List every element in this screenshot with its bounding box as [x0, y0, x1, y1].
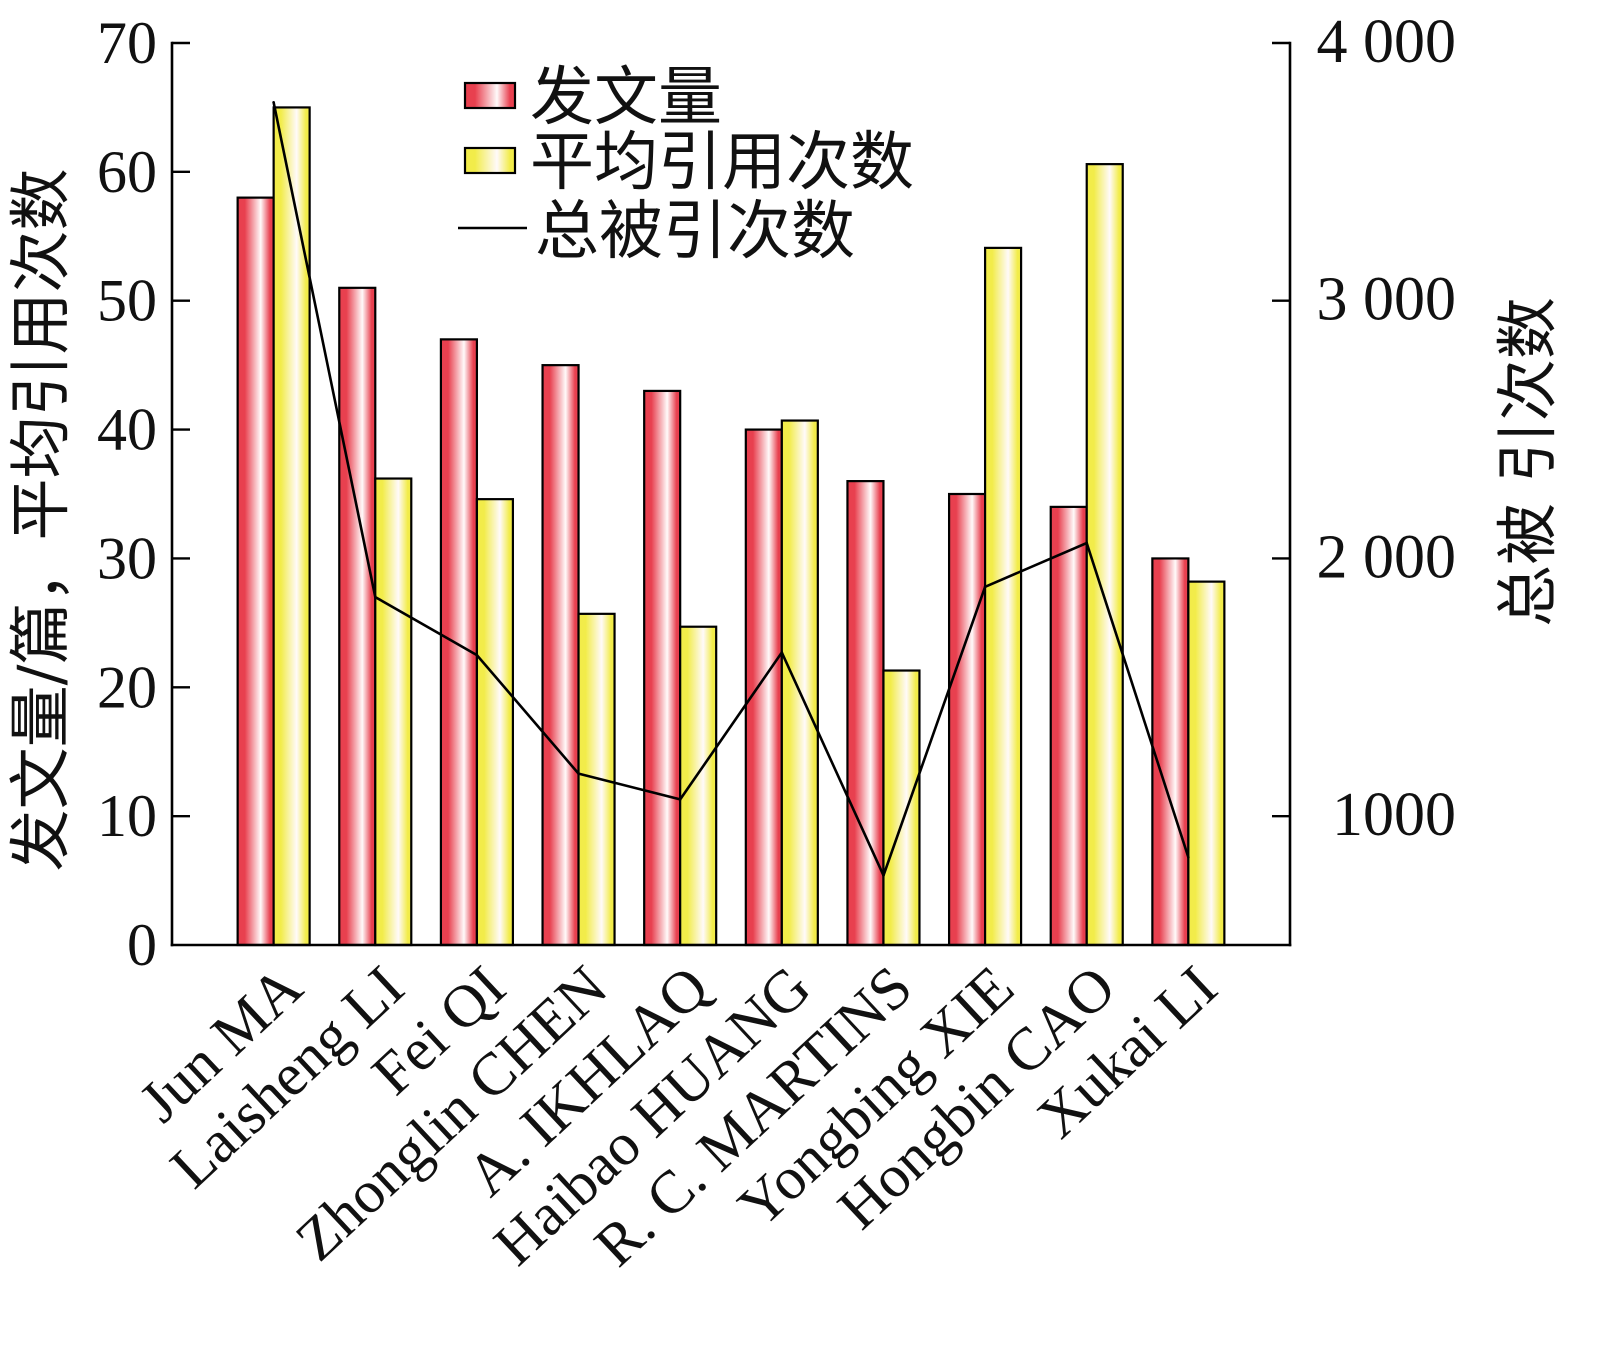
line-point	[1085, 541, 1089, 545]
y-tick-label: 0	[127, 912, 157, 978]
line-point	[373, 595, 377, 599]
line-point	[475, 653, 479, 657]
y-axis-label: 发文量/篇，平均引用次数	[4, 169, 77, 872]
bar-publication-count	[1049, 505, 1088, 947]
legend: 发文量 平均引用次数 总被引次数	[458, 61, 914, 269]
bar-publication-count	[541, 364, 580, 947]
y2-tick-label: 2 000	[1317, 523, 1457, 591]
line-point	[272, 100, 275, 104]
y-tick-label: 50	[97, 268, 157, 334]
axes	[170, 41, 1292, 947]
bar-publication-count	[1151, 557, 1190, 947]
y-tick-label: 40	[97, 397, 157, 463]
line-point	[1187, 856, 1190, 859]
bar-average-citations	[272, 106, 311, 947]
legend-swatch-average-citations	[463, 146, 517, 175]
y2-tick-label: 4 000	[1317, 8, 1457, 76]
bar-average-citations	[780, 419, 819, 947]
bar-publication-count	[744, 428, 783, 947]
y2-axis-label: 总被 引次数	[1491, 297, 1564, 627]
y-tick-label: 70	[97, 10, 157, 76]
y-tick-label: 20	[97, 654, 157, 720]
line-point	[577, 772, 580, 775]
bar-publication-count	[338, 286, 377, 947]
line-layer	[272, 100, 1190, 879]
legend-swatch-publication-count	[463, 81, 517, 110]
bar-average-citations	[374, 477, 413, 947]
bar-layer	[236, 106, 1226, 947]
y2-tick-label: 1000	[1332, 781, 1456, 849]
bar-average-citations	[1187, 580, 1226, 947]
bar-average-citations	[882, 669, 921, 947]
line-point	[983, 585, 987, 589]
line-point	[678, 798, 682, 801]
line-point	[882, 874, 885, 877]
bar-average-citations	[1085, 163, 1124, 947]
legend-label-total-citations: 总被引次数	[535, 195, 855, 269]
y-tick-label: 60	[97, 139, 157, 205]
legend-label-average-citations: 平均引用次数	[530, 126, 914, 200]
bar-publication-count	[846, 480, 885, 947]
bar-publication-count	[947, 492, 987, 947]
bar-average-citations	[475, 498, 515, 947]
bar-average-citations	[983, 246, 1023, 947]
line-total-citations	[272, 102, 1190, 879]
y-tick-label: 10	[97, 783, 157, 849]
legend-label-publication-count: 发文量	[530, 61, 722, 135]
bar-publication-count	[643, 389, 682, 947]
bar-publication-count	[236, 196, 275, 947]
y-tick-label: 30	[97, 525, 157, 591]
y2-tick-label: 3 000	[1317, 266, 1457, 334]
line-point	[780, 651, 784, 654]
bar-average-citations	[679, 625, 718, 947]
bar-publication-count	[439, 338, 479, 947]
bar-average-citations	[577, 612, 616, 947]
